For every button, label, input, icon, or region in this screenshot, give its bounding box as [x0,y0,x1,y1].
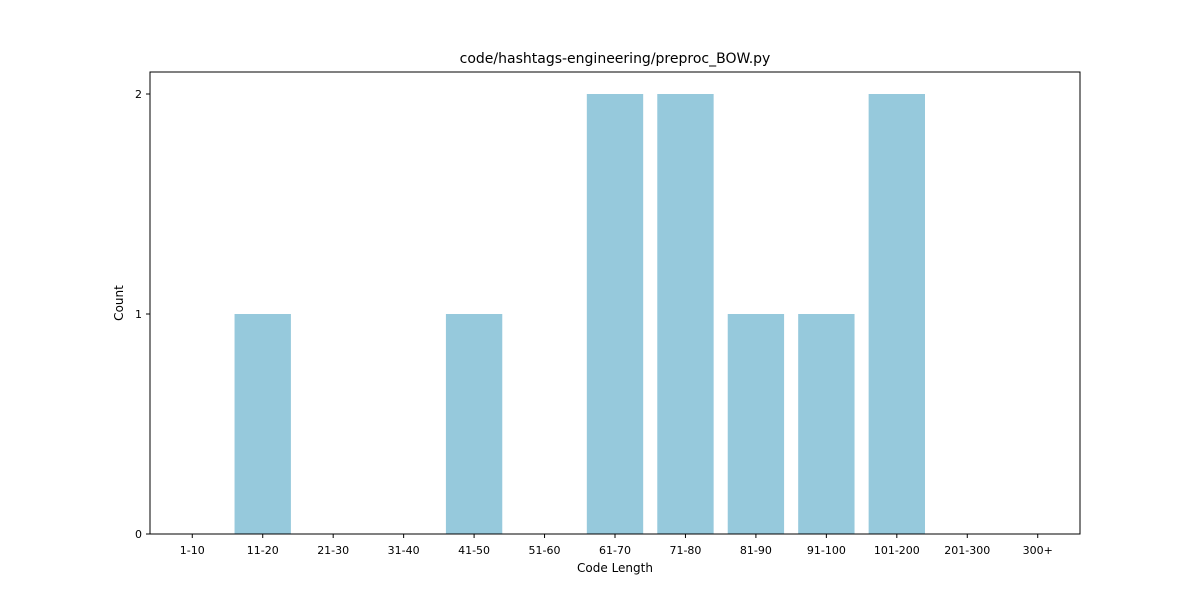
bar-61-70 [586,94,644,534]
y-tick-label: 0 [135,528,142,541]
x-tick-label: 91-100 [807,544,846,557]
x-tick-label: 61-70 [599,544,631,557]
x-tick-label: 300+ [1023,544,1053,557]
x-tick-label: 201-300 [944,544,990,557]
bar-81-90 [727,314,785,534]
x-tick-label: 11-20 [247,544,279,557]
x-tick-label: 1-10 [180,544,205,557]
x-tick-label: 41-50 [458,544,490,557]
x-tick-label: 101-200 [874,544,920,557]
bars-group [234,94,925,534]
bar-11-20 [234,314,291,534]
x-tick-label: 31-40 [388,544,420,557]
x-tick-label: 81-90 [740,544,772,557]
x-axis-label: Code Length [577,561,653,575]
y-axis-label: Count [112,285,126,321]
chart-title: code/hashtags-engineering/preproc_BOW.py [460,51,771,67]
x-tick-label: 71-80 [669,544,701,557]
x-tick-label: 51-60 [529,544,561,557]
y-axis: 0 1 2 [135,88,150,541]
y-tick-label: 2 [135,88,142,101]
y-tick-label: 1 [135,308,142,321]
bar-71-80 [657,94,714,534]
x-axis: 1-10 11-20 21-30 31-40 41-50 51-60 61-70 71-80 8… [180,534,1053,557]
bar-41-50 [445,314,503,534]
bar-91-100 [798,314,855,534]
x-tick-label: 21-30 [317,544,349,557]
bar-101-200 [868,94,925,534]
